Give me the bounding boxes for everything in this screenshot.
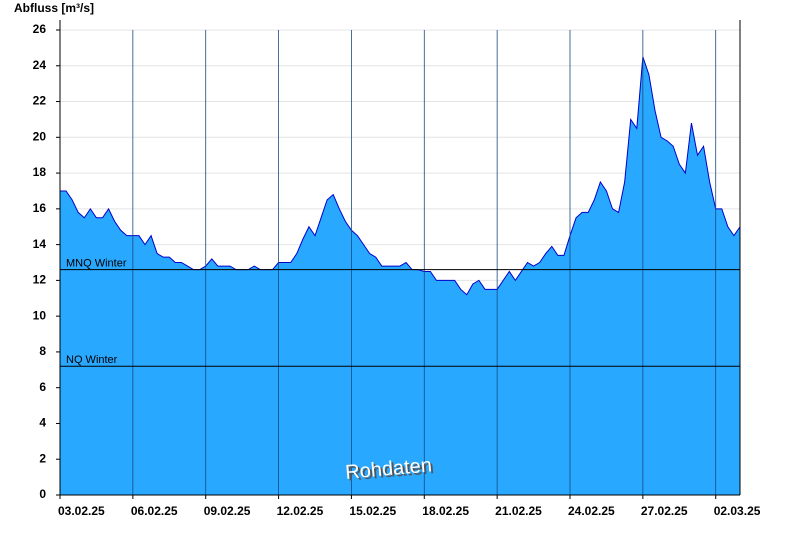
y-tick-label: 6 [39, 380, 46, 394]
x-tick-label: 15.02.25 [349, 504, 396, 518]
x-tick-label: 18.02.25 [422, 504, 469, 518]
y-tick-label: 24 [33, 58, 47, 72]
area [60, 56, 740, 495]
line [60, 56, 741, 296]
reference-label: MNQ Winter [66, 258, 127, 270]
x-tick-label: 06.02.25 [131, 504, 178, 518]
y-tick-label: 18 [33, 165, 47, 179]
reference-label: NQ Winter [66, 354, 118, 366]
y-tick-label: 26 [33, 22, 47, 36]
y-tick-label: 22 [33, 94, 47, 108]
x-tick-label: 12.02.25 [277, 504, 324, 518]
x-tick-label: 09.02.25 [204, 504, 251, 518]
y-tick-label: 2 [39, 451, 46, 465]
x-tick-label: 21.02.25 [495, 504, 542, 518]
x-tick-label: 03.02.25 [58, 504, 105, 518]
y-tick-label: 20 [33, 129, 47, 143]
x-tick-label: 27.02.25 [641, 504, 688, 518]
y-tick-label: 10 [33, 308, 47, 322]
y-tick-label: 4 [39, 416, 46, 430]
y-tick-label: 12 [33, 273, 47, 287]
y-axis-title: Abfluss [m³/s] [14, 1, 94, 15]
x-tick-label: 24.02.25 [568, 504, 615, 518]
y-tick-label: 14 [33, 237, 47, 251]
y-tick-label: 0 [39, 487, 46, 501]
x-tick-label: 02.03.25 [714, 504, 761, 518]
y-tick-label: 8 [39, 344, 46, 358]
y-tick-label: 16 [33, 201, 47, 215]
